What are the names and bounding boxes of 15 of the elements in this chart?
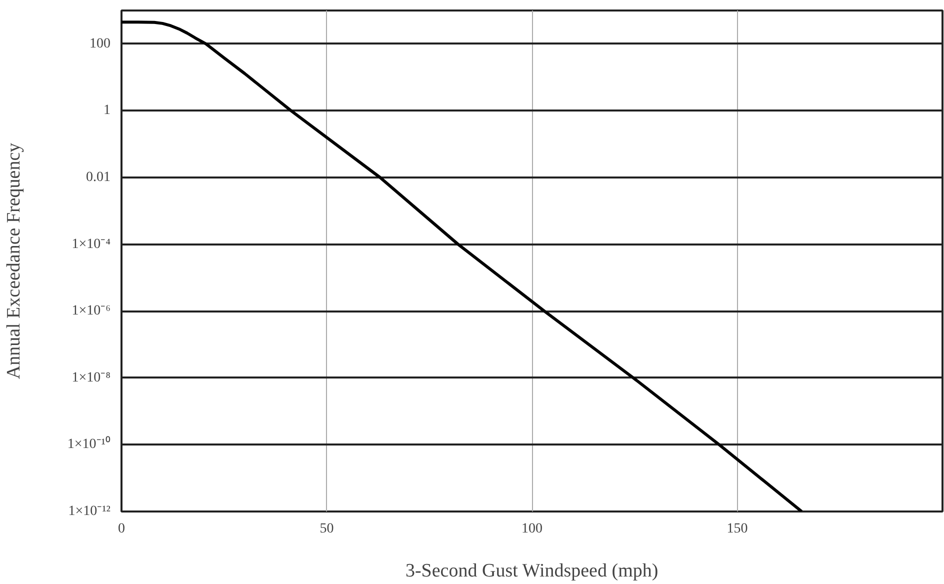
- x-tick-label: 50: [320, 522, 334, 536]
- y-tick-label: 1×10⁻⁶: [72, 304, 111, 319]
- x-axis-title: 3-Second Gust Windspeed (mph): [405, 560, 658, 582]
- x-tick-label: 150: [726, 522, 748, 536]
- y-tick-label: 1×10⁻¹²: [68, 504, 111, 519]
- y-tick-label: 100: [90, 36, 110, 52]
- y-tick-label: 0.01: [86, 170, 110, 185]
- x-tick-label: 100: [522, 522, 542, 536]
- y-axis-title: Annual Exceedance Frequency: [3, 142, 24, 380]
- y-tick-label: 1×10⁻⁸: [72, 370, 111, 386]
- x-tick-label: 0: [118, 522, 125, 536]
- y-tick-label: 1×10⁻⁴: [72, 236, 111, 252]
- y-tick-label: 1: [104, 103, 110, 118]
- y-tick-label: 1×10⁻¹⁰: [67, 436, 110, 452]
- line-series: [122, 20, 804, 512]
